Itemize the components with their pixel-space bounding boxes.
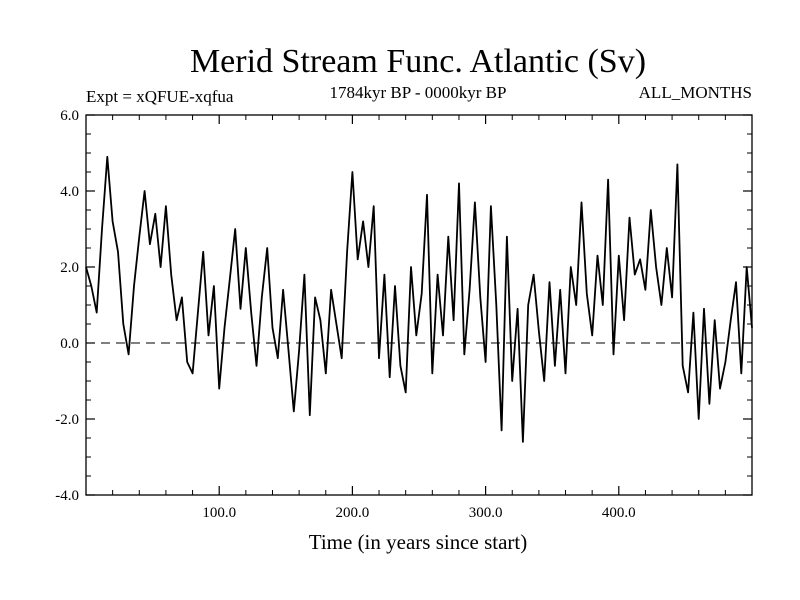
x-tick-label: 300.0 [469,505,503,521]
x-tick-label: 100.0 [202,505,236,521]
series-line-0 [85,155,753,443]
y-tick-label: 0.0 [60,336,79,352]
y-tick-label: 4.0 [60,184,79,200]
y-tick-label: -2.0 [55,412,79,428]
experiment-label: Expt = xQFUE-xqfua [86,87,234,106]
y-tick-label: -4.0 [55,488,79,504]
x-axis-label: Time (in years since start) [309,530,528,554]
x-tick-label: 200.0 [336,505,370,521]
chart-subtitle: 1784kyr BP - 0000kyr BP [330,83,507,102]
months-label: ALL_MONTHS [639,83,752,102]
y-tick-label: 6.0 [60,108,79,124]
plot-frame [85,114,753,496]
x-tick-label: 400.0 [602,505,636,521]
y-tick-label: 2.0 [60,260,79,276]
chart-title: Merid Stream Func. Atlantic (Sv) [190,43,646,80]
